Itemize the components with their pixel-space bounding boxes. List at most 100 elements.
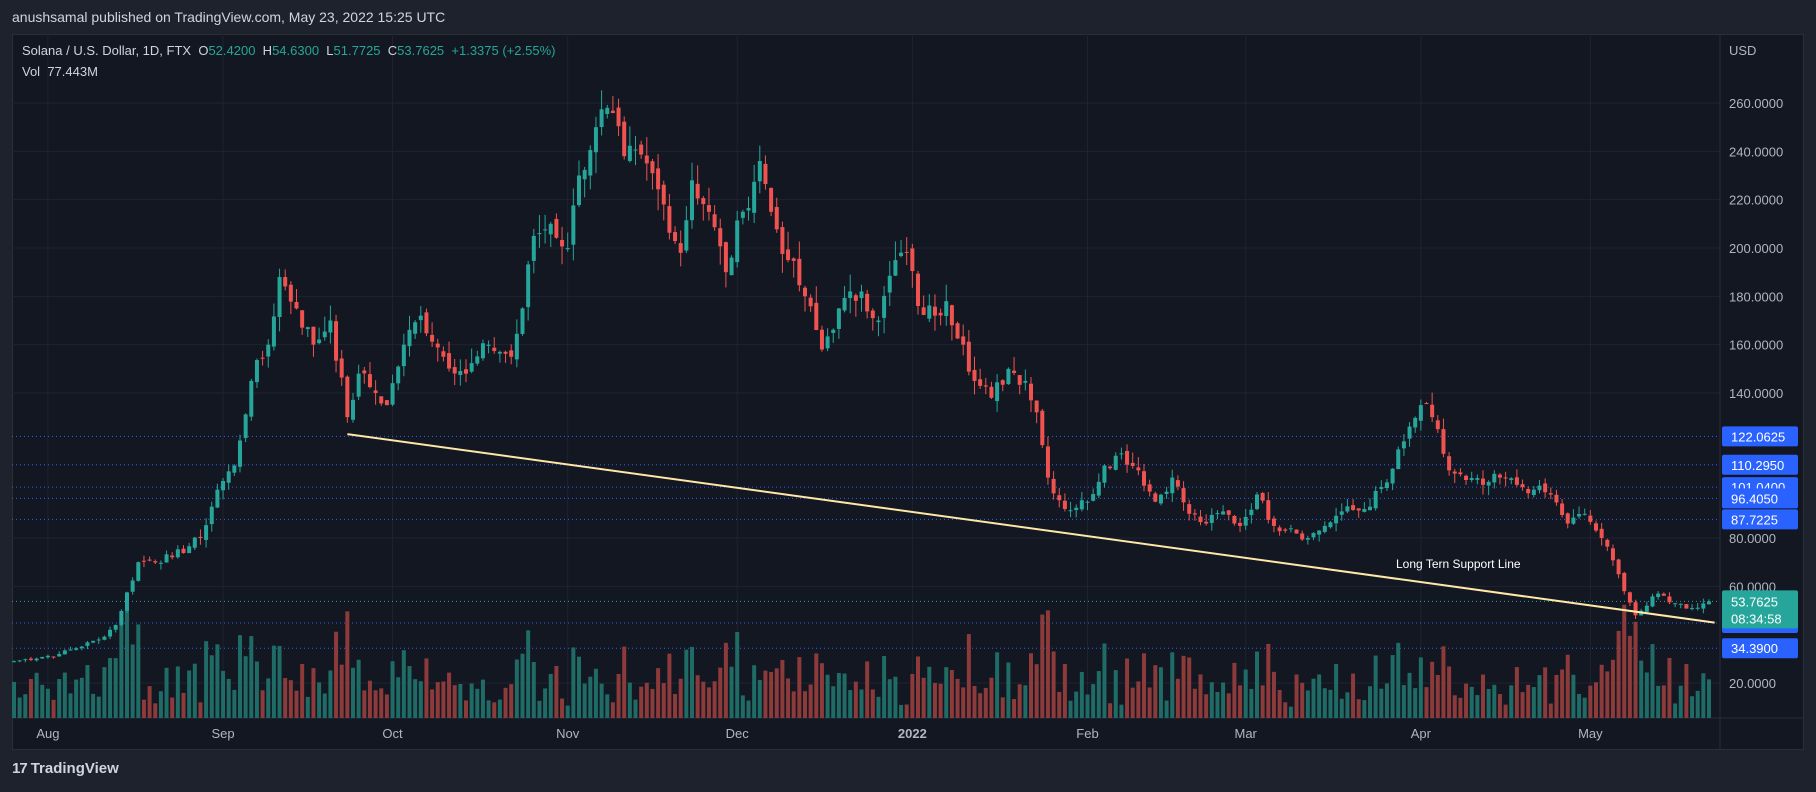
current-price-tag xyxy=(1722,590,1798,629)
x-axis[interactable]: Aug Sep Oct Nov Dec 2022 Feb Mar Apr May xyxy=(36,726,1603,741)
candle-body xyxy=(1622,572,1627,592)
volume-bar xyxy=(85,665,90,718)
volume-bar xyxy=(57,679,62,718)
volume-bar xyxy=(1481,674,1485,718)
volume-bar xyxy=(1582,697,1587,718)
candle-body xyxy=(1605,539,1610,547)
volume-bar xyxy=(17,697,22,718)
volume-bar xyxy=(622,646,627,718)
candle-body xyxy=(1503,477,1508,479)
candle-body xyxy=(17,660,22,662)
candle-body xyxy=(870,310,875,319)
volume-bar xyxy=(1249,688,1254,718)
candle-body xyxy=(1034,400,1039,413)
volume-bar xyxy=(1294,674,1299,718)
candle-body xyxy=(1175,480,1180,487)
volume-bar xyxy=(1277,689,1282,718)
candle-body xyxy=(644,155,649,164)
candle-body xyxy=(1627,592,1632,603)
volume-bar xyxy=(803,691,807,718)
candle-body xyxy=(938,312,943,316)
grid xyxy=(12,34,1804,750)
candle-body xyxy=(1430,404,1435,418)
volume-bar xyxy=(554,665,559,718)
volume-bar xyxy=(1543,667,1548,718)
volume-bar xyxy=(1447,666,1452,718)
volume-bar xyxy=(769,671,774,718)
candle-body xyxy=(503,351,508,354)
candle-body xyxy=(1328,522,1333,528)
volume-bar xyxy=(610,702,615,718)
candle-body xyxy=(673,232,678,242)
symbol-label[interactable]: Solana / U.S. Dollar, 1D, FTX xyxy=(22,43,192,58)
candle-body xyxy=(1577,514,1582,517)
candle-body xyxy=(1548,493,1553,495)
volume-bar xyxy=(1164,700,1169,718)
price-level-tag xyxy=(1722,509,1798,530)
candle-body xyxy=(1130,462,1135,466)
tradingview-logo[interactable]: 17 TradingView xyxy=(12,760,119,777)
low-value: 51.7725 xyxy=(333,43,381,58)
volume-bar xyxy=(1588,685,1593,718)
volume-bar xyxy=(1486,688,1491,718)
vol-label[interactable]: Vol xyxy=(22,64,41,79)
candle-body xyxy=(706,205,711,212)
candle-body xyxy=(1492,473,1497,483)
volume-bar xyxy=(1362,700,1367,718)
candle-body xyxy=(1215,513,1220,515)
candle-body xyxy=(34,658,39,661)
volume-bar xyxy=(1012,699,1017,718)
candle-body xyxy=(396,366,401,384)
close-label: C xyxy=(387,43,398,58)
volume-bar xyxy=(475,688,480,718)
candle-body xyxy=(362,370,367,374)
candle-body xyxy=(667,206,672,233)
volume-bar xyxy=(221,670,226,718)
volume-bar xyxy=(1192,688,1197,718)
candle-body xyxy=(1339,511,1344,515)
candle-body xyxy=(780,227,785,254)
candle-body xyxy=(978,379,983,386)
y-axis[interactable]: USD 260.0000 240.0000 220.0000 200.0000 180.0… xyxy=(1722,43,1798,691)
volume-bar xyxy=(1554,674,1559,718)
candle-body xyxy=(1497,474,1502,478)
support-line xyxy=(347,433,1715,624)
candle-body xyxy=(1108,466,1113,469)
volume-bar xyxy=(1616,630,1621,718)
volume-bar xyxy=(192,663,197,718)
volume-bar xyxy=(1283,702,1288,718)
candle-body xyxy=(1012,370,1017,373)
volume-bar xyxy=(1023,685,1028,718)
candle-body xyxy=(1531,489,1536,495)
volume-bar xyxy=(1356,699,1361,718)
y-tick-label: 20.0000 xyxy=(1729,676,1776,691)
candle-body xyxy=(514,333,519,360)
candle-body xyxy=(932,306,937,316)
candle-body xyxy=(582,169,587,180)
chart-area[interactable] xyxy=(12,34,1804,750)
candle-body xyxy=(1599,528,1604,538)
candle-body xyxy=(1238,522,1243,526)
volume-bar xyxy=(735,632,740,718)
candle-body xyxy=(96,639,101,641)
volume-bar xyxy=(215,644,220,718)
volume-bar xyxy=(565,705,570,718)
candle-body xyxy=(232,465,237,473)
volume-bar xyxy=(825,674,830,718)
volume-bar xyxy=(396,677,401,718)
candle-body xyxy=(1650,596,1655,607)
volume-bar xyxy=(1622,604,1627,718)
candle-body xyxy=(1678,603,1683,605)
candle-body xyxy=(187,546,192,554)
volume-bar xyxy=(887,679,892,718)
support-line-label: Long Tern Support Line xyxy=(1396,557,1521,571)
candle-body xyxy=(684,220,689,251)
candle-body xyxy=(384,400,389,406)
volume-bar xyxy=(1017,684,1022,718)
candle-body xyxy=(57,654,62,657)
candle-body xyxy=(831,329,836,333)
volume-bar xyxy=(1464,683,1469,718)
volume-bar xyxy=(514,659,519,718)
candle-body xyxy=(763,163,768,185)
volume-bar xyxy=(899,704,904,718)
